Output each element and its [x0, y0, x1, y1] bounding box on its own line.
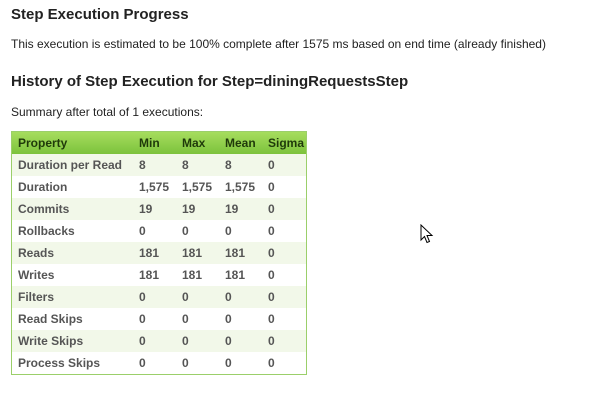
cell-max: 0: [182, 334, 189, 348]
cell-sigma: 0: [268, 158, 275, 172]
cell-property: Process Skips: [18, 356, 101, 370]
cell-min: 181: [139, 246, 160, 260]
cell-max: 0: [182, 356, 189, 370]
cell-sigma: 0: [268, 246, 275, 260]
cell-min: 19: [139, 202, 153, 216]
table-row: Commits 19 19 19 0: [12, 198, 306, 220]
cell-min: 0: [139, 312, 146, 326]
cell-property: Duration per Read: [18, 158, 123, 172]
progress-text: This execution is estimated to be 100% c…: [11, 37, 546, 51]
cell-max: 181: [182, 246, 203, 260]
header-property: Property: [18, 136, 68, 150]
cell-sigma: 0: [268, 202, 275, 216]
cell-max: 0: [182, 224, 189, 238]
cell-mean: 8: [225, 158, 232, 172]
cell-sigma: 0: [268, 290, 275, 304]
mouse-pointer-icon: [420, 224, 434, 244]
table-row: Reads 181 181 181 0: [12, 242, 306, 264]
cell-mean: 19: [225, 202, 239, 216]
history-heading: History of Step Execution for Step=dinin…: [11, 73, 409, 90]
header-mean: Mean: [225, 136, 256, 150]
cell-sigma: 0: [268, 312, 275, 326]
header-sigma: Sigma: [268, 136, 305, 150]
cell-max: 0: [182, 312, 189, 326]
cell-min: 0: [139, 334, 146, 348]
cell-sigma: 0: [268, 224, 275, 238]
cell-mean: 181: [225, 246, 246, 260]
table-row: Duration per Read 8 8 8 0: [12, 154, 306, 176]
header-max: Max: [182, 136, 206, 150]
cell-mean: 0: [225, 224, 232, 238]
cell-mean: 1,575: [225, 180, 256, 194]
cell-property: Filters: [18, 290, 55, 304]
statistics-table-container: Property Min Max Mean Sigma Duration per…: [11, 131, 307, 375]
statistics-table: Property Min Max Mean Sigma Duration per…: [12, 132, 306, 374]
cell-max: 1,575: [182, 180, 213, 194]
progress-heading: Step Execution Progress: [11, 6, 189, 23]
summary-text: Summary after total of 1 executions:: [11, 105, 204, 119]
table-row: Write Skips 0 0 0 0: [12, 330, 306, 352]
cell-property: Duration: [18, 180, 68, 194]
cell-min: 0: [139, 224, 146, 238]
cell-mean: 0: [225, 334, 232, 348]
cell-max: 181: [182, 268, 203, 282]
table-row: Duration 1,575 1,575 1,575 0: [12, 176, 306, 198]
cell-min: 8: [139, 158, 146, 172]
cell-min: 0: [139, 356, 146, 370]
cell-mean: 0: [225, 290, 232, 304]
cell-property: Read Skips: [18, 312, 83, 326]
cell-sigma: 0: [268, 180, 275, 194]
table-row: Read Skips 0 0 0 0: [12, 308, 306, 330]
cell-mean: 0: [225, 356, 232, 370]
header-min: Min: [139, 136, 160, 150]
cell-max: 19: [182, 202, 196, 216]
cell-sigma: 0: [268, 268, 275, 282]
cell-property: Commits: [18, 202, 70, 216]
cell-mean: 181: [225, 268, 246, 282]
cell-property: Rollbacks: [18, 224, 75, 238]
cell-min: 1,575: [139, 180, 170, 194]
cell-max: 0: [182, 290, 189, 304]
cell-min: 181: [139, 268, 160, 282]
cell-sigma: 0: [268, 334, 275, 348]
table-header-row: Property Min Max Mean Sigma: [12, 132, 306, 154]
cell-sigma: 0: [268, 356, 275, 370]
table-row: Filters 0 0 0 0: [12, 286, 306, 308]
table-row: Process Skips 0 0 0 0: [12, 352, 306, 374]
table-row: Rollbacks 0 0 0 0: [12, 220, 306, 242]
cell-max: 8: [182, 158, 189, 172]
table-row: Writes 181 181 181 0: [12, 264, 306, 286]
cell-property: Write Skips: [18, 334, 84, 348]
cell-property: Reads: [18, 246, 55, 260]
cell-min: 0: [139, 290, 146, 304]
cell-mean: 0: [225, 312, 232, 326]
cell-property: Writes: [18, 268, 55, 282]
